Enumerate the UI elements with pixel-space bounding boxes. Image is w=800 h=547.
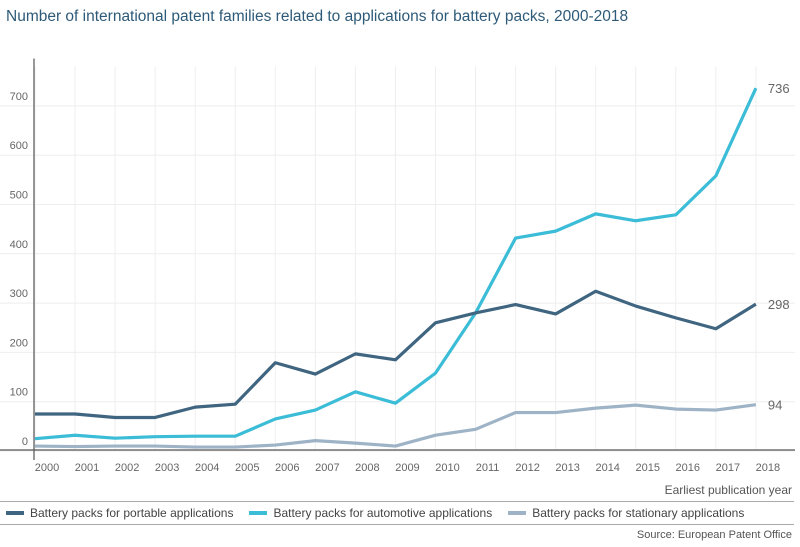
y-tick-label: 100 [10, 387, 28, 399]
y-tick-label: 600 [10, 140, 28, 152]
y-tick-label: 200 [10, 337, 28, 349]
y-tick-label: 0 [22, 436, 28, 448]
legend-label: Battery packs for stationary application… [532, 506, 745, 520]
x-axis-label: Earliest publication year [664, 483, 792, 497]
end-value-label: 736 [768, 81, 790, 96]
legend-label: Battery packs for automotive application… [273, 506, 493, 520]
x-tick-label: 2001 [75, 462, 99, 474]
chart-title: Number of international patent families … [6, 8, 629, 25]
legend: Battery packs for portable applications B… [0, 501, 794, 525]
legend-item: Battery packs for stationary application… [508, 506, 744, 520]
end-value-label: 94 [768, 398, 782, 413]
line-chart: 0 100 200 300 400 500 600 700 2000 2001 2002 2003 20… [0, 58, 795, 474]
x-tick-label: 2002 [115, 462, 139, 474]
x-tick-label: 2014 [595, 462, 619, 474]
x-tick-label: 2000 [35, 462, 59, 474]
source-note: Source: European Patent Office [636, 529, 792, 541]
x-tick-label: 2010 [435, 462, 459, 474]
y-tick-label: 300 [10, 288, 28, 300]
end-value-label: 298 [768, 297, 790, 312]
x-tick-label: 2017 [716, 462, 740, 474]
y-tick-label: 500 [10, 190, 28, 202]
x-tick-label: 2007 [315, 462, 339, 474]
x-tick-label: 2016 [676, 462, 700, 474]
x-tick-label: 2006 [275, 462, 299, 474]
x-tick-label: 2009 [395, 462, 419, 474]
x-tick-label: 2015 [636, 462, 660, 474]
x-tick-label: 2005 [235, 462, 259, 474]
x-tick-label: 2012 [515, 462, 539, 474]
legend-swatch [508, 511, 527, 515]
legend-item: Battery packs for automotive application… [249, 506, 492, 520]
x-tick-label: 2011 [476, 462, 500, 474]
y-tick-label: 700 [10, 91, 28, 103]
legend-swatch [6, 511, 24, 515]
x-tick-label: 2008 [355, 462, 379, 474]
legend-swatch [249, 511, 268, 515]
x-tick-label: 2003 [155, 462, 179, 474]
legend-label: Battery packs for portable applications [30, 506, 234, 520]
x-tick-label: 2013 [555, 462, 579, 474]
y-tick-label: 400 [10, 239, 28, 251]
legend-item: Battery packs for portable applications [6, 506, 233, 520]
x-tick-label: 2018 [756, 462, 780, 474]
x-tick-label: 2004 [195, 462, 219, 474]
